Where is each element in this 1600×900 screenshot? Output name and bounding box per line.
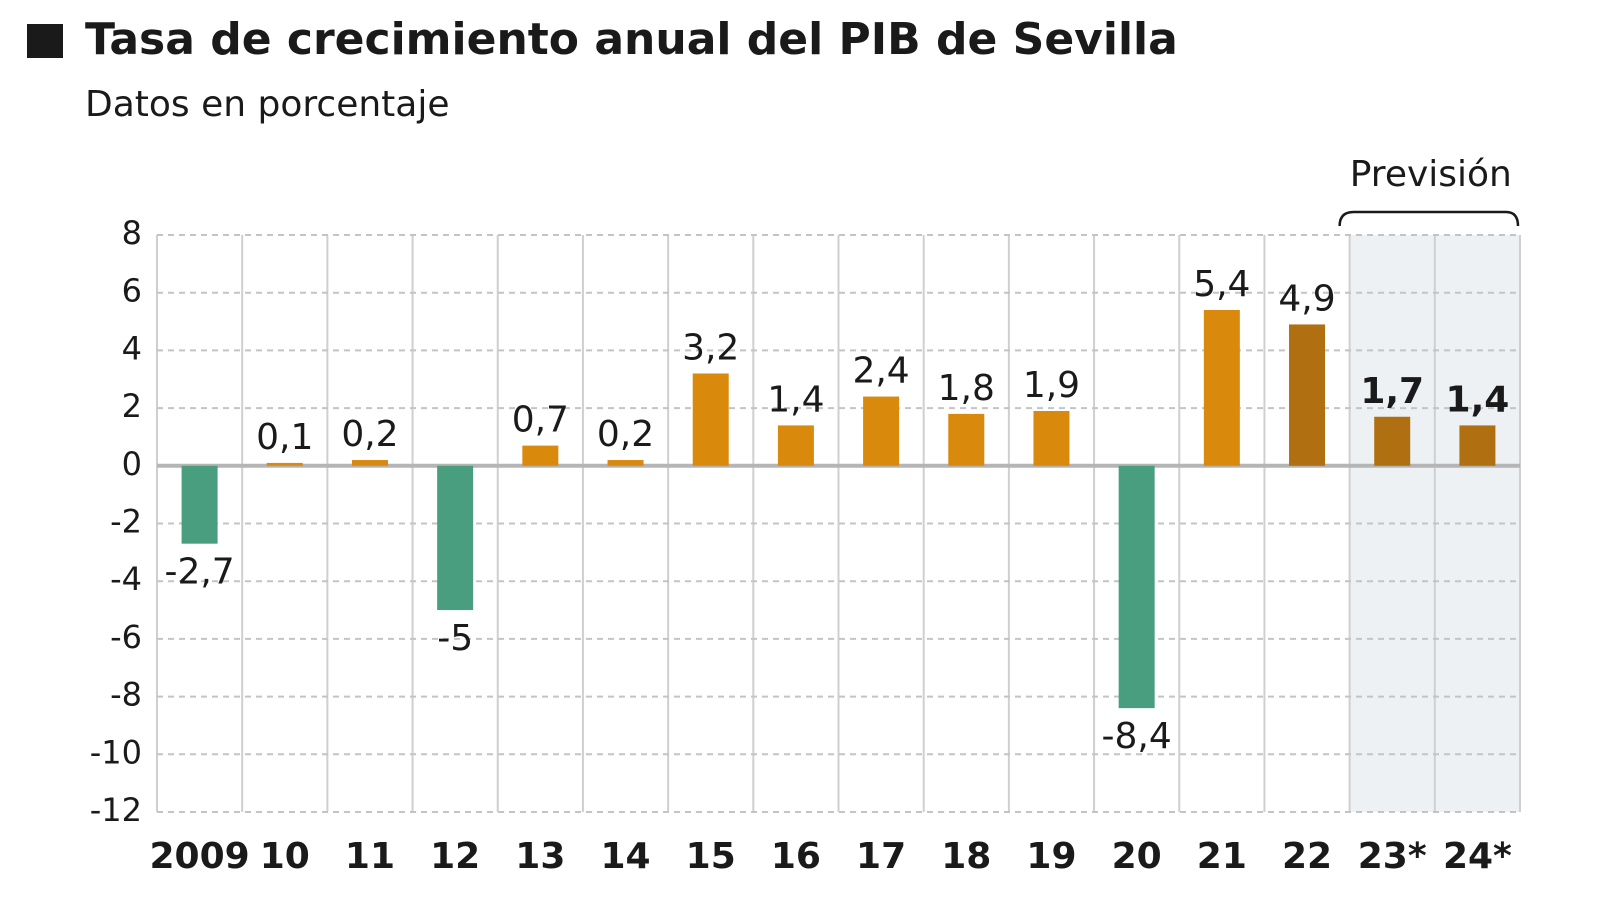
bar [1118,465,1155,709]
bar [1289,324,1326,466]
value-label: 5,4 [1193,264,1250,305]
value-label: 0,2 [341,414,398,455]
x-tick-label: 21 [1197,836,1247,877]
y-tick-label: 6 [122,272,142,310]
bar [1033,410,1070,466]
annotation: Previsión [1350,154,1512,195]
x-tick-label: 11 [345,836,395,877]
value-label: 1,8 [938,368,995,409]
bar [522,445,559,466]
y-tick-label: -4 [110,560,142,598]
y-tick-label: 2 [122,387,142,425]
y-tick-label: -12 [90,791,142,829]
x-tick-label: 23* [1358,836,1427,877]
x-tick-label: 19 [1026,836,1076,877]
x-tick-label: 17 [856,836,906,877]
value-label: -2,7 [164,552,234,593]
value-label: 0,2 [597,414,654,455]
y-tick-label: 4 [122,329,142,367]
value-label: 3,2 [682,327,739,368]
bar [863,396,900,466]
y-tick-label: -6 [110,618,142,656]
x-tick-label: 10 [260,836,310,877]
bar [777,425,814,466]
bar [692,373,729,466]
x-tick-label: 24* [1443,836,1512,877]
x-tick-label: 16 [771,836,821,877]
x-tick-label: 13 [515,836,565,877]
forecast-bracket [1338,210,1520,227]
y-tick-label: -10 [90,733,142,771]
value-label: 4,9 [1278,278,1335,319]
x-tick-label: 22 [1282,836,1332,877]
chart-title: Tasa de crecimiento anual del PIB de Sev… [85,14,1178,65]
x-tick-label: 12 [430,836,480,877]
value-label: 1,7 [1360,371,1424,412]
value-label: 1,9 [1023,365,1080,406]
y-tick-label: 8 [122,214,142,252]
x-tick-label: 15 [686,836,736,877]
y-tick-label: -8 [110,676,142,714]
value-label: 1,4 [767,379,824,420]
x-tick-label: 14 [600,836,650,877]
x-tick-label: 2009 [149,836,249,877]
value-label: 2,4 [852,351,909,392]
x-tick-label: 18 [941,836,991,877]
chart-subtitle: Datos en porcentaje [85,84,450,125]
y-tick-label: -2 [110,503,142,541]
bar [1374,416,1411,466]
bar [948,413,985,466]
bar [607,460,644,466]
value-label: 0,7 [512,400,569,441]
bar [437,465,474,611]
bar [1459,425,1496,466]
title-marker [27,24,63,58]
bar [266,462,303,466]
x-tick-label: 20 [1112,836,1162,877]
bar [1203,310,1240,466]
bar [181,465,218,544]
bar [351,460,388,466]
value-label: 0,1 [256,417,313,458]
value-label: -8,4 [1102,716,1172,757]
value-label: 1,4 [1446,379,1510,420]
value-label: -5 [437,618,473,659]
y-tick-label: 0 [122,445,142,483]
